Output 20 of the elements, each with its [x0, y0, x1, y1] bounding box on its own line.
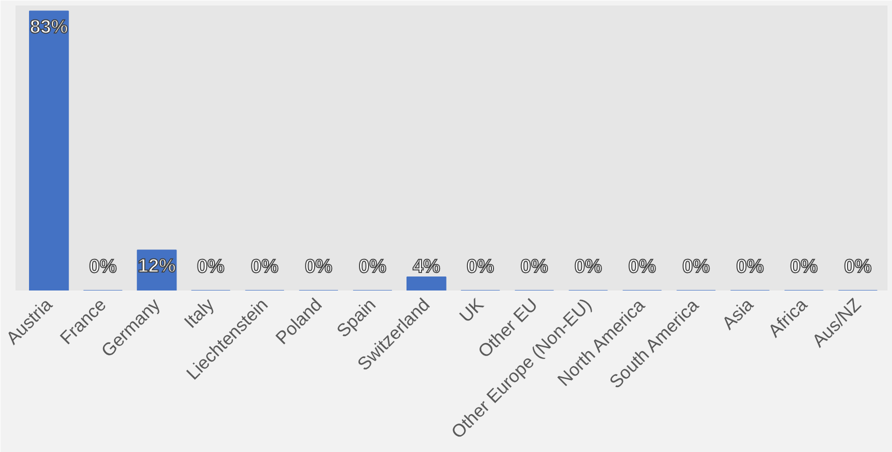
data-label: 0% [520, 256, 548, 278]
data-label: 0% [736, 256, 764, 278]
data-label: 0% [358, 256, 386, 278]
data-label: 0% [628, 256, 656, 278]
data-label: 0% [574, 256, 602, 278]
x-tick-label: UK [456, 294, 488, 326]
data-label: 0% [196, 256, 225, 278]
data-label: 0% [304, 256, 332, 278]
data-label: 0% [682, 256, 710, 278]
data-label: 0% [790, 256, 818, 278]
data-label: 0% [89, 256, 117, 278]
data-label: 0% [844, 256, 872, 278]
bar [29, 10, 69, 290]
x-tick-label: Asia [718, 294, 758, 334]
bar [406, 276, 446, 290]
data-label: 0% [466, 256, 494, 278]
data-label: 0% [250, 256, 278, 278]
data-label: 4% [412, 256, 440, 278]
data-label: 12% [138, 256, 176, 278]
data-label: 83% [30, 17, 68, 38]
